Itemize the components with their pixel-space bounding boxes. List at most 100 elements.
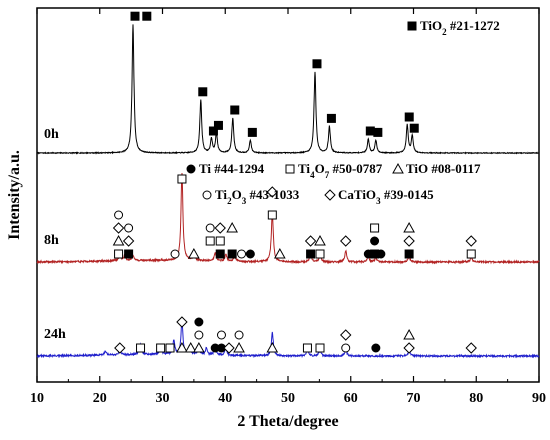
trace-0h <box>36 24 540 155</box>
marker-open-triangle <box>176 341 188 353</box>
marker-filled-circle <box>370 236 380 246</box>
marker-open-circle <box>170 249 180 259</box>
legend-label: Ti4O7 #50-0787 <box>298 161 383 180</box>
marker-open-diamond <box>112 222 125 234</box>
marker-open-square <box>302 343 312 353</box>
marker-filled-circle <box>194 317 204 327</box>
marker-open-diamond <box>465 342 477 354</box>
marker-open-diamond <box>176 316 188 328</box>
marker-filled-circle <box>371 343 381 353</box>
legend-label: TiO2 #21-1272 <box>420 18 500 37</box>
marker-open-diamond <box>465 235 477 247</box>
x-tick-label: 90 <box>532 391 546 406</box>
marker-open-triangle <box>314 234 326 246</box>
marker-open-diamond <box>340 329 352 341</box>
marker-open-circle <box>194 330 204 340</box>
marker-open-square <box>165 343 175 353</box>
trace-24h <box>36 319 540 359</box>
x-tick-label: 70 <box>407 391 421 406</box>
legend-marker-open-triangle <box>392 162 404 174</box>
marker-open-square <box>370 223 380 233</box>
trace-label-8h: 8h <box>44 233 59 248</box>
legend-marker-open-square <box>285 164 295 174</box>
marker-filled-square <box>208 126 218 136</box>
marker-filled-square <box>326 113 336 123</box>
legend-label: TiO #08-0117 <box>406 161 481 176</box>
marker-open-triangle <box>226 221 239 233</box>
marker-filled-square <box>247 127 257 137</box>
marker-open-square <box>136 343 146 353</box>
legend-marker-filled-circle <box>186 164 196 174</box>
marker-filled-square <box>130 11 140 21</box>
marker-filled-square <box>306 249 316 259</box>
marker-open-square <box>315 343 325 353</box>
x-tick-label: 50 <box>281 391 295 406</box>
marker-open-circle <box>124 223 134 233</box>
marker-open-diamond <box>223 342 235 354</box>
marker-open-circle <box>205 223 215 233</box>
x-tick-label: 20 <box>93 391 107 406</box>
marker-open-diamond <box>122 235 135 247</box>
marker-filled-square <box>404 249 414 259</box>
marker-open-square <box>205 236 215 246</box>
marker-open-diamond <box>403 342 415 354</box>
marker-open-triangle <box>184 341 197 353</box>
marker-open-triangle <box>233 341 245 353</box>
marker-open-diamond <box>266 186 279 198</box>
marker-filled-square <box>312 59 322 69</box>
marker-open-square <box>215 236 225 246</box>
y-axis-title: Intensity/a.u. <box>6 150 23 240</box>
x-tick-label: 30 <box>156 391 170 406</box>
marker-open-triangle <box>403 328 415 340</box>
marker-filled-square <box>142 11 152 21</box>
marker-filled-circle <box>245 249 255 259</box>
marker-open-triangle <box>193 341 205 353</box>
legend-label: Ti2O3 #43-1033 <box>215 187 300 206</box>
marker-open-diamond <box>340 235 352 247</box>
legend-label: CaTiO3 #39-0145 <box>338 187 434 206</box>
marker-open-square <box>315 249 325 259</box>
marker-open-triangle <box>403 221 415 233</box>
marker-open-circle <box>114 210 124 220</box>
marker-open-diamond <box>403 235 415 247</box>
x-tick-label: 80 <box>469 391 483 406</box>
legend-marker-filled-square <box>407 21 417 31</box>
trace-label-24h: 24h <box>44 327 66 342</box>
x-axis: 10 20 30 40 50 60 70 80 90 <box>30 8 546 406</box>
marker-open-square <box>177 174 187 184</box>
marker-filled-square <box>198 87 208 97</box>
marker-open-circle <box>341 343 351 353</box>
legend: TiO2 #21-1272 Ti #44-1294 Ti4O7 #50-0787 Ti… <box>186 18 500 206</box>
marker-open-diamond <box>214 222 226 234</box>
marker-open-triangle <box>266 341 279 353</box>
marker-filled-square <box>409 123 419 133</box>
legend-marker-open-diamond <box>324 189 336 201</box>
trace-labels: 0h 8h 24h <box>44 127 66 342</box>
marker-open-circle <box>216 330 226 340</box>
marker-open-diamond <box>304 235 317 247</box>
marker-open-circle <box>234 330 244 340</box>
marker-open-triangle <box>273 247 286 259</box>
marker-filled-square <box>124 249 134 259</box>
marker-filled-square <box>215 249 225 259</box>
marker-open-diamond <box>114 342 126 354</box>
phase-markers <box>112 11 477 354</box>
x-tick-label: 40 <box>218 391 232 406</box>
trace-label-0h: 0h <box>44 127 59 142</box>
marker-open-circle <box>237 249 247 259</box>
marker-filled-circle <box>376 249 386 259</box>
marker-filled-square <box>373 127 383 137</box>
marker-open-square <box>466 249 476 259</box>
marker-open-triangle <box>188 247 200 259</box>
marker-filled-square <box>213 120 223 130</box>
marker-filled-square <box>365 126 375 136</box>
marker-filled-square <box>230 105 240 115</box>
marker-open-square <box>156 343 166 353</box>
marker-open-triangle <box>112 234 125 246</box>
marker-open-square <box>267 210 277 220</box>
x-tick-label: 10 <box>30 391 44 406</box>
x-axis-title: 2 Theta/degree <box>237 413 338 430</box>
marker-filled-square <box>404 112 414 122</box>
marker-filled-square <box>227 249 237 259</box>
